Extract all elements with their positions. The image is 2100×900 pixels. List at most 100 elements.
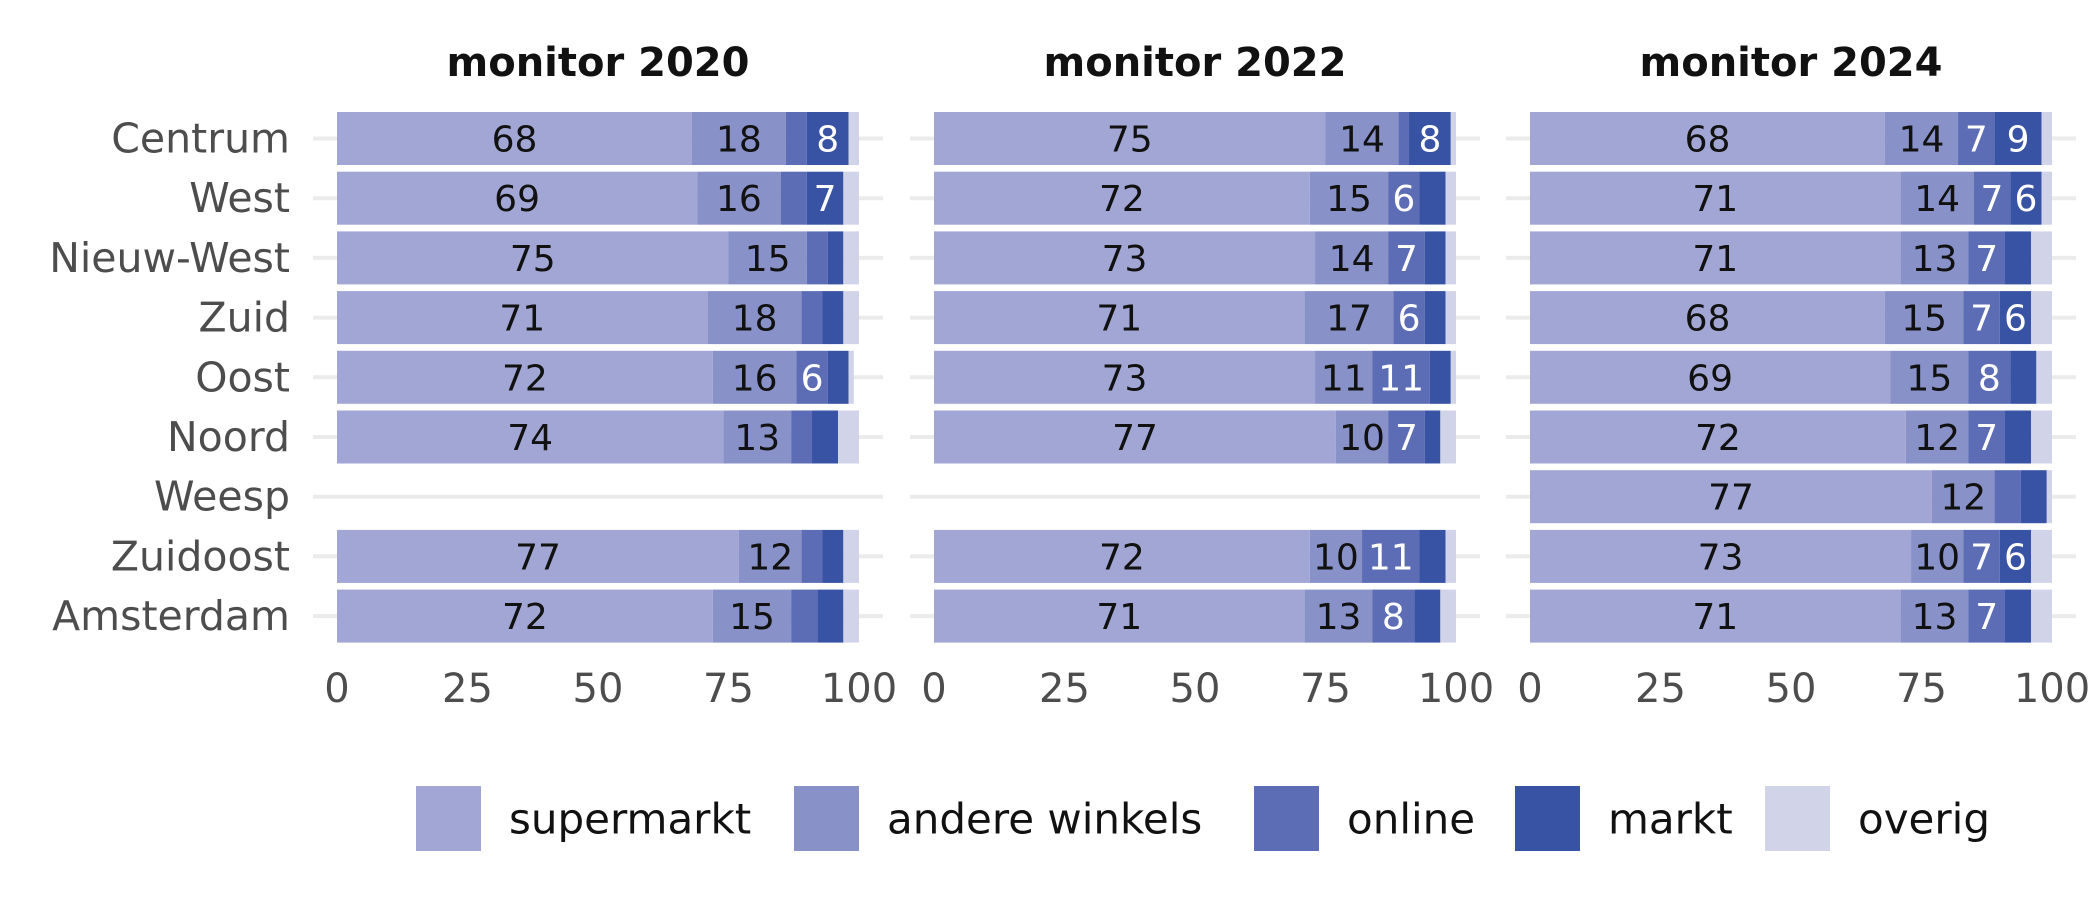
bar-segment-supermarkt <box>934 231 1316 285</box>
bar-segment-markt <box>2010 350 2037 404</box>
bar-segment-markt <box>1409 112 1451 165</box>
bar-segment-andere-winkels <box>1325 112 1399 165</box>
bar-segment-markt <box>827 231 844 285</box>
bar-segment-andere-winkels <box>1304 291 1394 345</box>
value-label: 13 <box>1912 597 1958 638</box>
bar-segment-overig <box>843 589 859 643</box>
value-label: 72 <box>1099 537 1145 578</box>
bar-segment-online <box>1388 171 1420 225</box>
bar-segment-supermarkt <box>1530 589 1901 643</box>
x-tick-label: 25 <box>1635 666 1686 712</box>
bar-segment-online <box>1994 470 2021 524</box>
bar-segment-online <box>1963 291 2000 345</box>
bar-segment-overig <box>1445 529 1456 583</box>
bar-segment-online <box>1372 350 1430 404</box>
bar-segment-supermarkt <box>934 529 1310 583</box>
value-label: 11 <box>1378 358 1424 399</box>
bar-segment-supermarkt <box>337 350 713 404</box>
value-label: 12 <box>1914 418 1960 459</box>
value-label: 17 <box>1326 299 1372 340</box>
bar-segment-online <box>785 112 807 165</box>
value-label: 71 <box>1692 597 1738 638</box>
value-label: 8 <box>1382 597 1405 638</box>
value-label: 10 <box>1339 418 1385 459</box>
bar-segment-andere-winkels <box>1335 410 1389 464</box>
value-label: 9 <box>2007 120 2030 161</box>
value-label: 74 <box>507 418 553 459</box>
value-label: 10 <box>1914 537 1960 578</box>
bar-segment-andere-winkels <box>697 171 781 225</box>
panel-title: monitor 2020 <box>447 40 750 86</box>
bar-segment-andere-winkels <box>1890 350 1969 404</box>
bar-segment-overig <box>843 231 859 285</box>
legend: supermarkt andere winkels online markt overi… <box>416 786 1990 851</box>
value-label: 73 <box>1102 239 1148 280</box>
bar-segment-markt <box>1994 112 2042 165</box>
value-label: 16 <box>732 358 778 399</box>
bar-segment-overig <box>848 112 859 165</box>
value-label: 14 <box>1329 239 1375 280</box>
bar-segment-online <box>1372 589 1415 643</box>
panel-title: monitor 2022 <box>1044 40 1347 86</box>
x-tick-label: 0 <box>1517 666 1542 712</box>
bar-segment-online <box>1388 231 1425 285</box>
bar-segment-overig <box>2031 589 2052 643</box>
bar-segment-online <box>801 529 823 583</box>
bar-segment-supermarkt <box>1530 529 1912 583</box>
bar-segment-supermarkt <box>934 171 1310 225</box>
bar-segment-overig <box>1450 112 1456 165</box>
value-label: 6 <box>2004 537 2027 578</box>
panel-title: monitor 2024 <box>1640 40 1943 86</box>
bar-segment-andere-winkels <box>738 529 802 583</box>
bar-segment-markt <box>1424 410 1441 464</box>
value-label: 71 <box>1096 597 1142 638</box>
bar-segment-supermarkt <box>337 171 698 225</box>
value-label: 72 <box>1695 418 1741 459</box>
x-tick-label: 25 <box>442 666 493 712</box>
value-label: 8 <box>816 120 839 161</box>
value-label: 72 <box>502 358 548 399</box>
bar-segment-andere-winkels <box>1315 231 1389 285</box>
bar-segment-andere-winkels <box>1900 589 1969 643</box>
bar-segment-markt <box>806 112 849 165</box>
x-tick-label: 50 <box>1170 666 1221 712</box>
bar-segment-supermarkt <box>1530 470 1932 524</box>
value-label: 72 <box>502 597 548 638</box>
bar-segment-supermarkt <box>1530 291 1885 345</box>
bar-segment-overig <box>1450 350 1456 404</box>
bar-segment-markt <box>2010 171 2042 225</box>
value-label: 15 <box>1326 179 1372 220</box>
value-label: 16 <box>716 179 762 220</box>
bar-segment-overig <box>2046 470 2052 524</box>
bar-segment-andere-winkels <box>712 350 797 404</box>
category-label-zuid: Zuid <box>199 294 291 342</box>
bar-segment-overig <box>2036 350 2052 404</box>
category-label-weesp: Weesp <box>154 473 290 521</box>
bar-segment-andere-winkels <box>712 589 792 643</box>
bar-segment-supermarkt <box>337 231 729 285</box>
value-label: 7 <box>1395 239 1418 280</box>
value-label: 7 <box>1981 179 2004 220</box>
bar-segment-supermarkt <box>1530 231 1901 285</box>
bar-segment-overig <box>2041 171 2052 225</box>
x-tick-label: 75 <box>1300 666 1351 712</box>
bar-segment-markt <box>812 410 839 464</box>
bar-segment-andere-winkels <box>1900 171 1974 225</box>
value-label: 77 <box>515 537 561 578</box>
category-label-nieuw-west: Nieuw-West <box>49 234 290 282</box>
value-label: 10 <box>1313 537 1359 578</box>
bar-segment-online <box>1968 410 2006 464</box>
bar-segment-supermarkt <box>337 589 713 643</box>
value-label: 72 <box>1099 179 1145 220</box>
category-label-amsterdam: Amsterdam <box>52 592 290 640</box>
legend-label: markt <box>1608 795 1733 844</box>
bar-segment-supermarkt <box>1530 350 1891 404</box>
bar-segment-markt <box>1424 291 1446 345</box>
value-label: 68 <box>1685 299 1731 340</box>
legend-label: online <box>1347 795 1475 844</box>
bar-segment-supermarkt <box>337 410 724 464</box>
value-label: 7 <box>1970 537 1993 578</box>
value-label: 18 <box>716 120 762 161</box>
